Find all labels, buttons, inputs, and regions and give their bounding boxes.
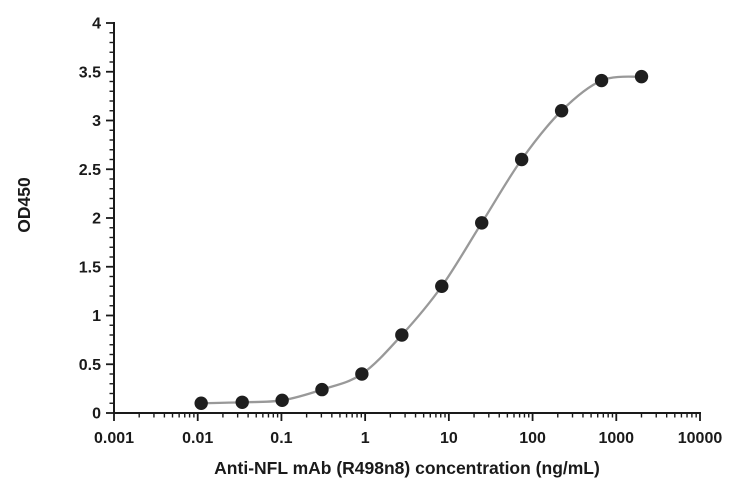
y-tick-label: 3.5 <box>79 64 101 81</box>
x-tick-label: 10000 <box>678 430 723 447</box>
y-tick-label: 2.5 <box>79 162 101 179</box>
data-point-layer <box>194 69 649 410</box>
data-point <box>235 395 249 409</box>
data-point <box>514 152 529 167</box>
data-point <box>435 279 449 293</box>
data-point <box>194 396 208 410</box>
data-point <box>475 216 489 230</box>
y-tick-label: 3 <box>92 113 101 130</box>
data-point <box>315 382 329 397</box>
x-tick-label: 1 <box>361 430 370 447</box>
x-tick-label: 1000 <box>598 430 634 447</box>
y-tick-label: 0 <box>92 406 101 423</box>
x-tick-label: 0.01 <box>182 430 213 447</box>
data-point <box>554 104 569 118</box>
data-point <box>395 328 409 342</box>
y-tick-label: 0.5 <box>79 357 101 374</box>
data-point <box>634 69 649 84</box>
x-axis-title: Anti-NFL mAb (R498n8) concentration (ng/… <box>214 458 600 478</box>
data-point <box>355 367 369 381</box>
data-point <box>275 393 289 408</box>
axis-ticks: 0.001 0.01 0.1 1 10 100 1000 10000 0 0.5 1 1.5 2 2.5 3… <box>79 16 723 448</box>
x-tick-label: 0.001 <box>94 430 134 447</box>
y-tick-label: 1.5 <box>79 259 101 276</box>
y-tick-label: 1 <box>92 308 101 325</box>
fit-curve-layer <box>200 75 643 405</box>
axis-lines <box>113 22 701 414</box>
x-tick-label: 10 <box>440 430 458 447</box>
data-point <box>594 73 609 88</box>
fit-curve <box>200 75 643 405</box>
y-tick-label: 4 <box>92 16 101 33</box>
x-tick-label: 100 <box>519 430 546 447</box>
y-tick-label: 2 <box>92 211 101 228</box>
y-axis-title: OD450 <box>14 177 34 233</box>
x-tick-label: 0.1 <box>270 430 292 447</box>
